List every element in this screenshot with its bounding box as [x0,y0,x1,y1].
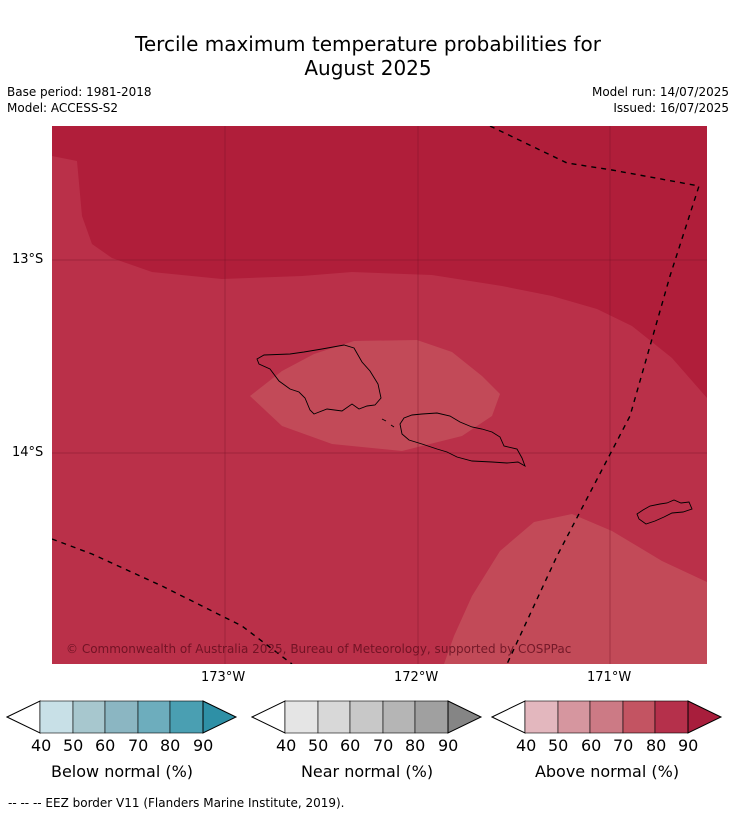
colorbar-above-normal [491,700,723,734]
region-70-80-southeast [444,514,707,664]
colorbar-above-swatches [491,700,723,734]
cbar-below-tick-50: 50 [63,736,84,755]
cbar-near-tick-80: 80 [405,736,426,755]
cbar-below-tick-80: 80 [160,736,181,755]
lat-label-14s: 14°S [12,445,44,460]
island-coastlines [256,344,693,525]
copyright-notice: © Commonwealth of Australia 2025, Bureau… [66,642,571,656]
colorbar-below-swatches [6,700,238,734]
savaii-island [256,344,382,415]
chart-title-line2: August 2025 [304,56,432,80]
colorbar-ticks: 40 50 60 70 80 90 40 50 60 70 80 90 40 5… [0,736,736,756]
cbar-below-tick-90: 90 [193,736,214,755]
probability-map: © Commonwealth of Australia 2025, Bureau… [52,126,707,664]
cbar-above-tick-60: 60 [581,736,602,755]
cbar-near-tick-40: 40 [276,736,297,755]
cbar-above-tick-90: 90 [678,736,699,755]
upolu-island [399,412,526,468]
cbar-above-tick-80: 80 [646,736,667,755]
lon-label-173w: 173°W [201,670,246,685]
cbar-below-tick-70: 70 [128,736,149,755]
colorbar-near-normal [251,700,483,734]
colorbar-label-above: Above normal (%) [534,762,680,781]
cbar-near-tick-50: 50 [308,736,329,755]
gridlines [52,126,707,664]
model-run: Model run: 14/07/2025 [591,85,729,99]
chart-title-line1: Tercile maximum temperature probabilitie… [135,32,601,56]
lat-label-13s: 13°S [12,252,44,267]
cbar-below-tick-40: 40 [31,736,52,755]
issued-date: Issued: 16/07/2025 [613,101,729,115]
tutuila-island [636,499,693,525]
cbar-above-tick-50: 50 [548,736,569,755]
eez-border [52,126,700,664]
region-80-90-north [52,126,707,398]
cbar-near-tick-90: 90 [438,736,459,755]
cbar-near-tick-70: 70 [373,736,394,755]
colorbar-near-swatches [251,700,483,734]
region-70-80-center [250,340,500,451]
model-name: Model: ACCESS-S2 [7,101,119,115]
colorbar-below-normal [6,700,238,734]
cbar-above-tick-70: 70 [613,736,634,755]
colorbar-label-below: Below normal (%) [50,762,194,781]
colorbar-label-near: Near normal (%) [300,762,434,781]
cbar-above-tick-40: 40 [516,736,537,755]
base-period: Base period: 1981-2018 [7,85,152,99]
eez-footnote: -- -- -- EEZ border V11 (Flanders Marine… [8,796,345,810]
cbar-below-tick-60: 60 [95,736,116,755]
cbar-near-tick-60: 60 [340,736,361,755]
lon-label-171w: 171°W [587,670,632,685]
lon-label-172w: 172°W [394,670,439,685]
